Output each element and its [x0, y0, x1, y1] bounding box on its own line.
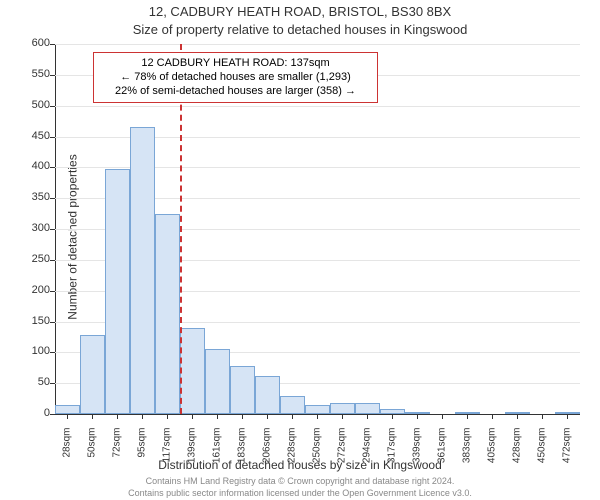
- x-tick-label: 294sqm: [362, 428, 373, 478]
- x-tick: [92, 414, 93, 419]
- y-tick-label: 300: [10, 222, 50, 234]
- chart-title-line2: Size of property relative to detached ho…: [0, 22, 600, 37]
- x-tick-label: 50sqm: [87, 428, 98, 478]
- y-tick: [50, 106, 55, 107]
- y-tick: [50, 137, 55, 138]
- x-tick: [192, 414, 193, 419]
- x-tick: [67, 414, 68, 419]
- y-tick-label: 600: [10, 37, 50, 49]
- y-tick: [50, 383, 55, 384]
- y-tick-label: 200: [10, 284, 50, 296]
- x-tick-label: 428sqm: [512, 428, 523, 478]
- histogram-bar: [55, 405, 80, 414]
- x-tick-label: 228sqm: [287, 428, 298, 478]
- histogram-bar: [255, 376, 280, 414]
- gridline: [55, 106, 580, 107]
- x-tick-label: 450sqm: [537, 428, 548, 478]
- y-tick-label: 450: [10, 130, 50, 142]
- y-tick: [50, 291, 55, 292]
- x-tick-label: 250sqm: [312, 428, 323, 478]
- x-tick-label: 317sqm: [387, 428, 398, 478]
- histogram-bar: [155, 214, 180, 414]
- x-tick: [467, 414, 468, 419]
- histogram-bar: [280, 396, 305, 415]
- annotation-line3: 22% of semi-detached houses are larger (…: [100, 85, 371, 99]
- y-tick: [50, 229, 55, 230]
- histogram-bar: [205, 349, 230, 414]
- plot-area: 12 CADBURY HEATH ROAD: 137sqm← 78% of de…: [55, 44, 580, 414]
- gridline: [55, 44, 580, 45]
- chart-title-line1: 12, CADBURY HEATH ROAD, BRISTOL, BS30 8B…: [0, 4, 600, 19]
- x-tick: [317, 414, 318, 419]
- y-tick: [50, 322, 55, 323]
- histogram-bar: [130, 127, 155, 414]
- x-tick-label: 272sqm: [337, 428, 348, 478]
- y-tick: [50, 75, 55, 76]
- x-tick-label: 139sqm: [187, 428, 198, 478]
- footer-line2: Contains public sector information licen…: [0, 488, 600, 498]
- x-tick-label: 361sqm: [437, 428, 448, 478]
- x-tick-label: 183sqm: [237, 428, 248, 478]
- footer-line1: Contains HM Land Registry data © Crown c…: [0, 476, 600, 486]
- y-tick-label: 350: [10, 191, 50, 203]
- x-tick-label: 28sqm: [62, 428, 73, 478]
- x-tick: [267, 414, 268, 419]
- histogram-bar: [330, 403, 355, 414]
- x-tick: [567, 414, 568, 419]
- x-tick: [167, 414, 168, 419]
- histogram-bar: [180, 328, 205, 414]
- y-tick-label: 400: [10, 160, 50, 172]
- x-tick: [417, 414, 418, 419]
- x-tick-label: 405sqm: [487, 428, 498, 478]
- x-tick: [217, 414, 218, 419]
- x-tick-label: 95sqm: [137, 428, 148, 478]
- x-tick: [117, 414, 118, 419]
- y-tick: [50, 167, 55, 168]
- y-tick-label: 500: [10, 99, 50, 111]
- y-tick: [50, 414, 55, 415]
- x-tick-label: 383sqm: [462, 428, 473, 478]
- y-tick-label: 50: [10, 376, 50, 388]
- y-tick-label: 100: [10, 345, 50, 357]
- y-tick-label: 550: [10, 68, 50, 80]
- x-tick: [392, 414, 393, 419]
- y-tick: [50, 198, 55, 199]
- x-tick: [142, 414, 143, 419]
- y-tick-label: 150: [10, 315, 50, 327]
- x-tick: [542, 414, 543, 419]
- y-tick-label: 0: [10, 407, 50, 419]
- chart-container: 12, CADBURY HEATH ROAD, BRISTOL, BS30 8B…: [0, 0, 600, 500]
- annotation-box: 12 CADBURY HEATH ROAD: 137sqm← 78% of de…: [93, 52, 378, 103]
- x-tick-label: 161sqm: [212, 428, 223, 478]
- x-tick-label: 339sqm: [412, 428, 423, 478]
- y-tick-label: 250: [10, 253, 50, 265]
- x-tick: [492, 414, 493, 419]
- x-tick: [367, 414, 368, 419]
- annotation-line1: 12 CADBURY HEATH ROAD: 137sqm: [100, 57, 371, 71]
- x-tick-label: 472sqm: [562, 428, 573, 478]
- annotation-line2: ← 78% of detached houses are smaller (1,…: [100, 71, 371, 85]
- histogram-bar: [80, 335, 105, 414]
- x-tick: [342, 414, 343, 419]
- x-tick: [242, 414, 243, 419]
- histogram-bar: [355, 403, 380, 414]
- x-tick: [442, 414, 443, 419]
- x-tick: [517, 414, 518, 419]
- histogram-bar: [105, 169, 130, 414]
- histogram-bar: [305, 405, 330, 414]
- x-tick-label: 72sqm: [112, 428, 123, 478]
- histogram-bar: [230, 366, 255, 414]
- y-tick: [50, 352, 55, 353]
- x-tick-label: 117sqm: [162, 428, 173, 478]
- y-tick: [50, 260, 55, 261]
- x-tick-label: 206sqm: [262, 428, 273, 478]
- x-tick: [292, 414, 293, 419]
- y-tick: [50, 44, 55, 45]
